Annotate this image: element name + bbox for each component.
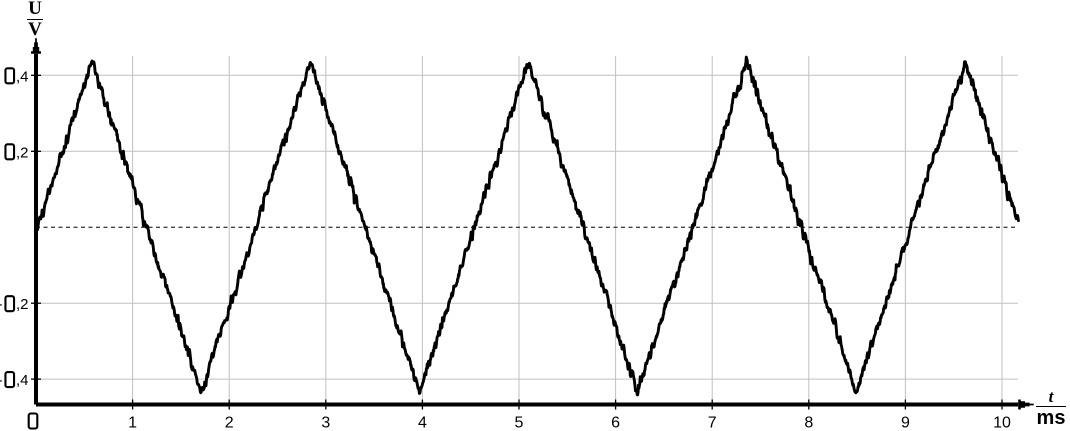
svg-text:,4: ,4 <box>16 372 29 389</box>
svg-text:5: 5 <box>515 415 524 431</box>
svg-text:,2: ,2 <box>16 144 29 161</box>
svg-text:8: 8 <box>804 415 813 431</box>
svg-text:,2: ,2 <box>16 296 29 313</box>
svg-text:7: 7 <box>708 415 717 431</box>
svg-text:6: 6 <box>611 415 620 431</box>
svg-text:10: 10 <box>993 415 1011 431</box>
svg-text:-: - <box>0 296 3 313</box>
svg-text:-: - <box>0 372 3 389</box>
svg-text:,4: ,4 <box>16 68 29 85</box>
svg-text:2: 2 <box>225 415 234 431</box>
svg-text:4: 4 <box>418 415 427 431</box>
svg-text:9: 9 <box>901 415 910 431</box>
svg-text:1: 1 <box>128 415 137 431</box>
svg-text:3: 3 <box>321 415 330 431</box>
